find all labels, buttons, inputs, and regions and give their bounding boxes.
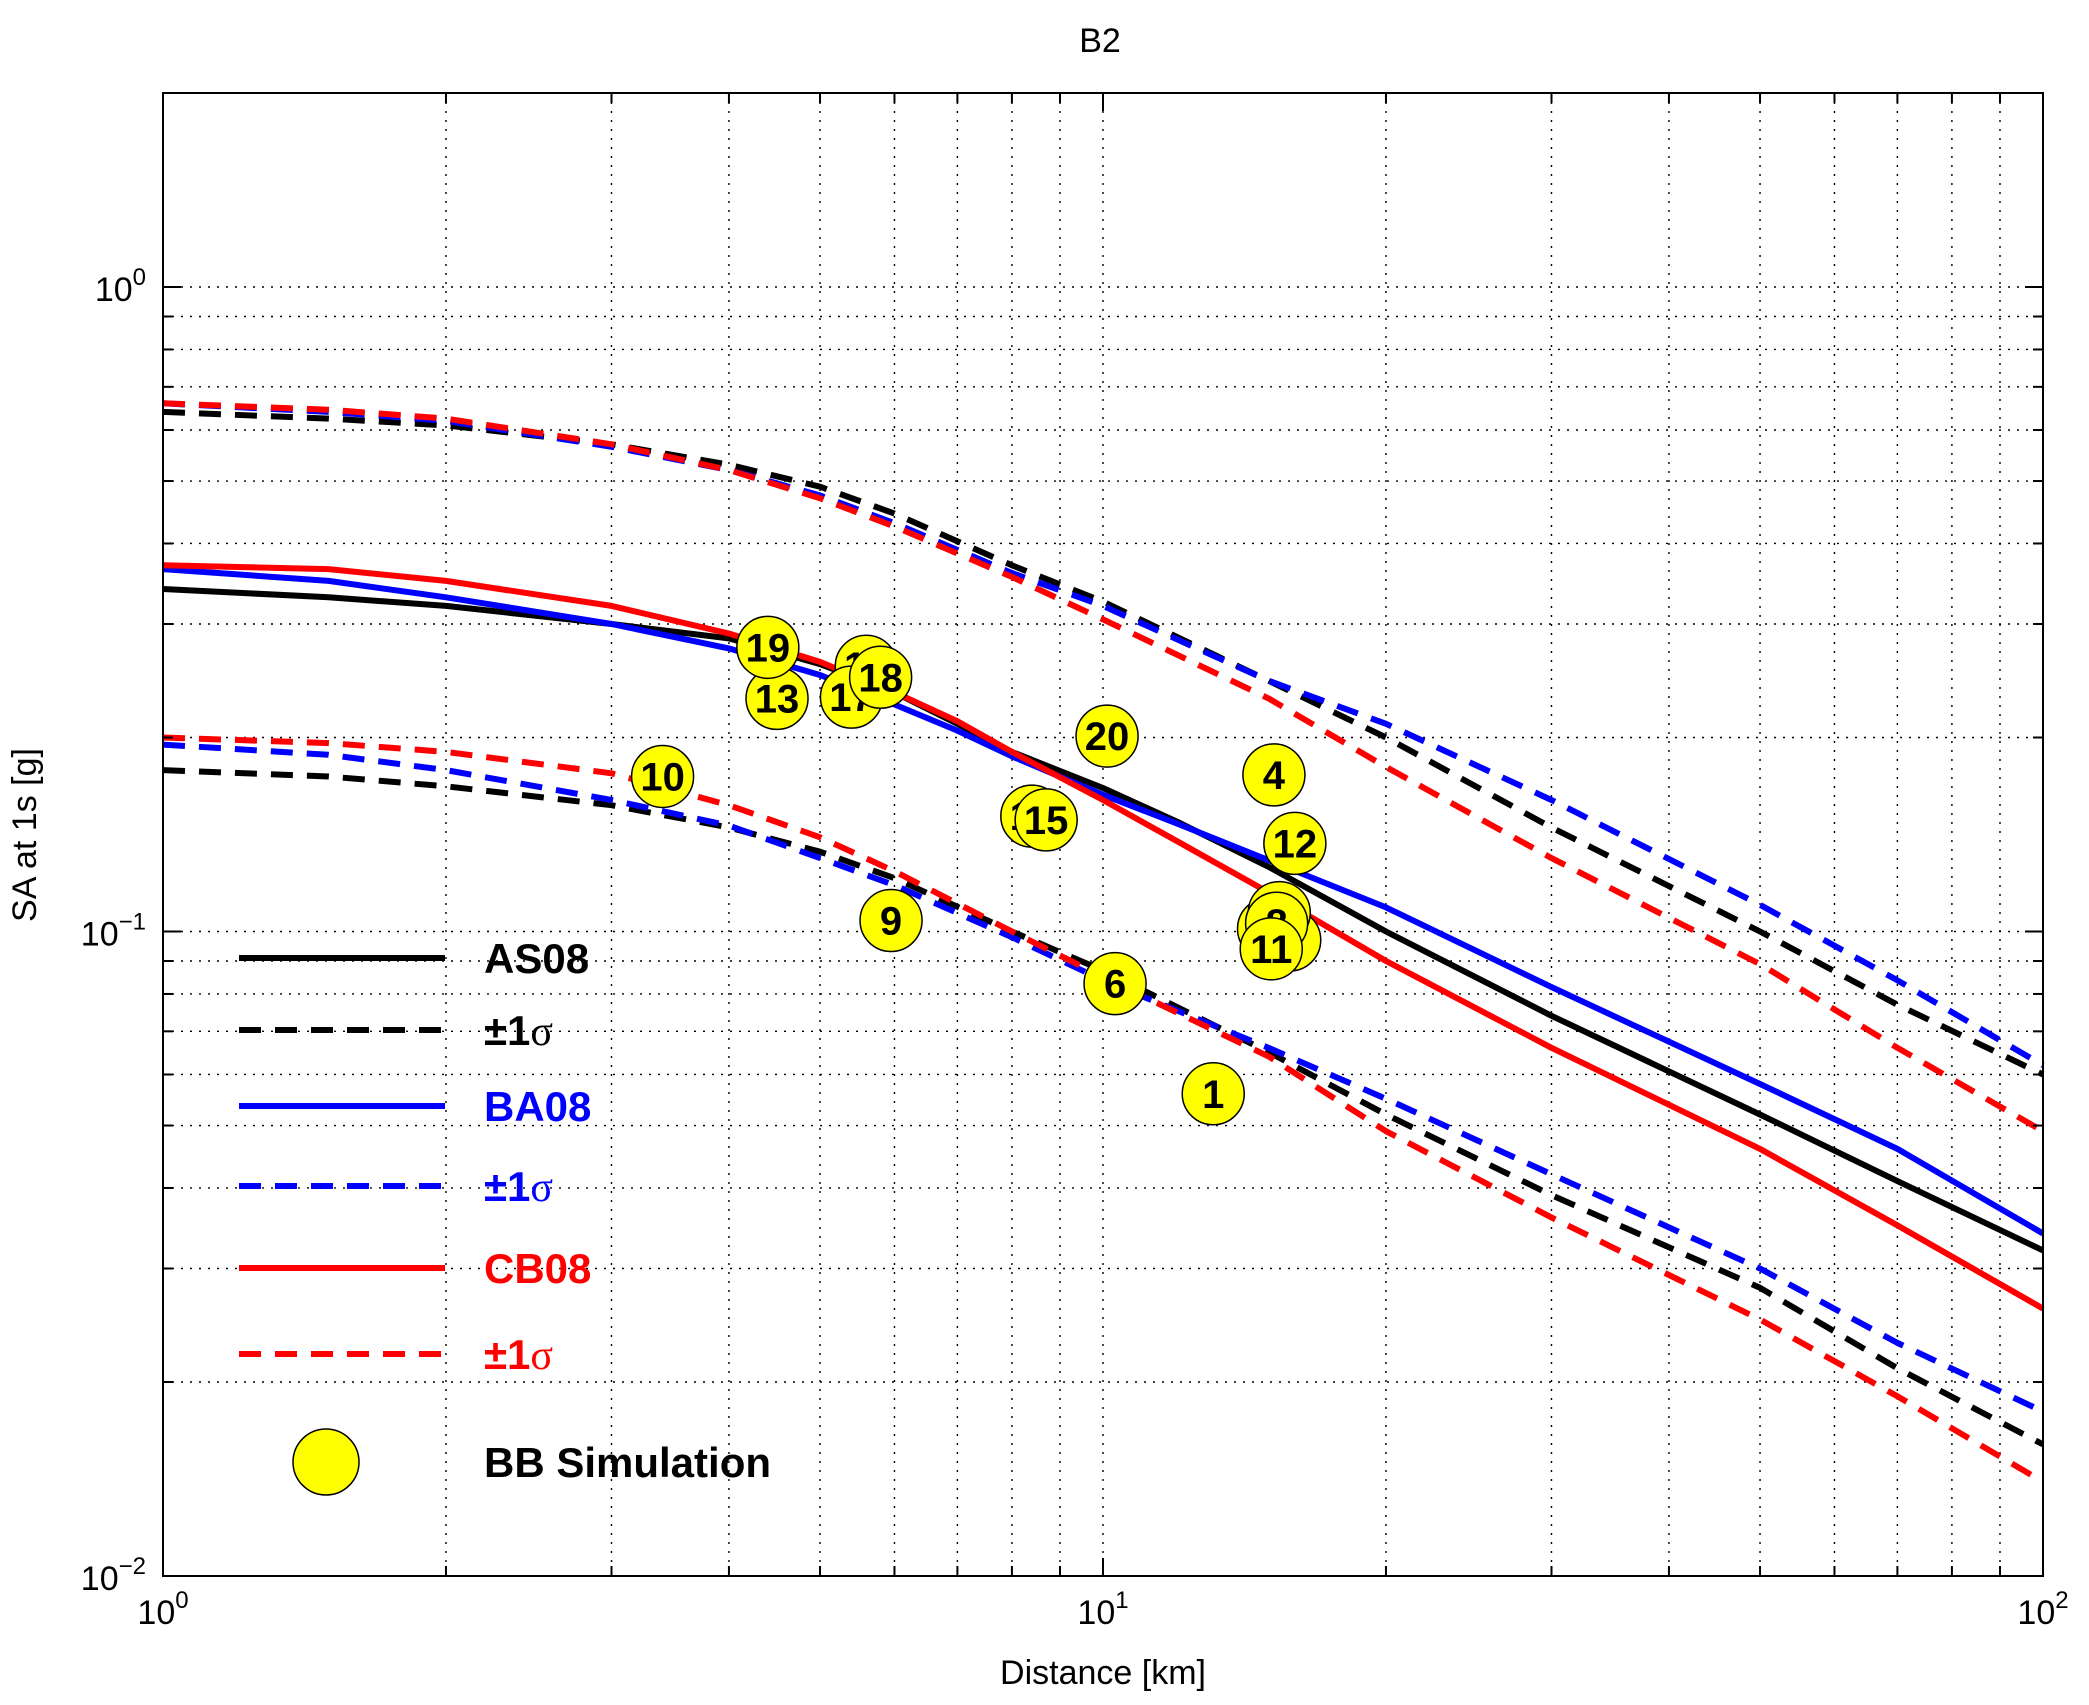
simulation-point-label: 10 bbox=[640, 755, 685, 799]
simulation-points: 1234567891011121314151617181920 bbox=[630, 615, 1327, 1126]
simulation-marker bbox=[1083, 951, 1147, 1016]
legend-item: BA08 bbox=[239, 1083, 591, 1130]
simulation-point: 10 bbox=[630, 744, 695, 809]
y-axis-label: SA at 1s [g] bbox=[6, 748, 44, 922]
series-line-BA08 bbox=[162, 566, 2045, 1237]
simulation-point-label: 6 bbox=[1104, 963, 1126, 1007]
simulation-marker bbox=[1239, 917, 1303, 981]
y-tick-label: 10−1 bbox=[81, 909, 146, 954]
simulation-point-label: 18 bbox=[858, 656, 903, 700]
simulation-marker bbox=[1181, 1062, 1245, 1126]
x-tick-label: 100 bbox=[137, 1587, 188, 1632]
simulation-point-label: 4 bbox=[1263, 754, 1286, 798]
simulation-point-label: 1 bbox=[1202, 1073, 1224, 1117]
simulation-point-label: 19 bbox=[746, 626, 791, 670]
legend-label: BA08 bbox=[484, 1083, 591, 1130]
simulation-point: 11 bbox=[1239, 917, 1303, 981]
simulation-point-label: 9 bbox=[880, 900, 902, 944]
simulation-point: 12 bbox=[1263, 811, 1327, 876]
legend-item: CB08 bbox=[239, 1245, 591, 1292]
series-line-1-sigma bbox=[162, 741, 2045, 1415]
simulation-point: 6 bbox=[1083, 951, 1147, 1016]
grid bbox=[163, 93, 2043, 1576]
simulation-point-label: 15 bbox=[1024, 799, 1069, 843]
x-tick-label: 102 bbox=[2017, 1587, 2068, 1632]
simulation-point: 13 bbox=[745, 666, 809, 731]
simulation-marker bbox=[848, 645, 913, 710]
simulation-point: 15 bbox=[1014, 788, 1078, 852]
series-lines bbox=[162, 400, 2045, 1485]
legend: AS08 ±1σ BA08 ±1σ CB08 ±1σ BB Simulation bbox=[239, 935, 771, 1496]
simulation-marker bbox=[1242, 743, 1306, 807]
legend-item: ±1σ bbox=[239, 1007, 553, 1055]
simulation-marker bbox=[859, 888, 923, 953]
y-tick-label: 100 bbox=[95, 264, 146, 309]
simulation-point: 1 bbox=[1181, 1062, 1245, 1126]
simulation-point: 20 bbox=[1075, 704, 1139, 768]
simulation-marker bbox=[736, 615, 800, 680]
simulation-marker bbox=[1014, 788, 1078, 852]
legend-label: ±1σ bbox=[484, 1163, 553, 1211]
simulation-point-label: 20 bbox=[1085, 715, 1130, 759]
legend-item: AS08 bbox=[239, 935, 589, 982]
y-tick-label: 10−2 bbox=[81, 1553, 146, 1598]
simulation-point: 18 bbox=[848, 645, 913, 710]
simulation-point-label: 11 bbox=[1250, 928, 1292, 972]
legend-label: ±1σ bbox=[484, 1007, 553, 1055]
legend-item: ±1σ bbox=[239, 1331, 553, 1379]
simulation-point: 19 bbox=[736, 615, 800, 680]
legend-label: BB Simulation bbox=[484, 1439, 771, 1486]
x-axis-label: Distance [km] bbox=[1000, 1654, 1206, 1692]
simulation-marker bbox=[1263, 811, 1327, 876]
legend-marker bbox=[292, 1428, 360, 1496]
simulation-marker bbox=[1075, 704, 1139, 768]
series-line-1-sigma bbox=[162, 734, 2045, 1485]
legend-label: AS08 bbox=[484, 935, 589, 982]
series-line-1-sigma bbox=[162, 400, 2045, 1134]
simulation-point: 4 bbox=[1242, 743, 1306, 807]
legend-label: ±1σ bbox=[484, 1331, 553, 1379]
simulation-point: 9 bbox=[859, 888, 923, 953]
simulation-point-label: 13 bbox=[755, 677, 800, 721]
x-tick-label: 101 bbox=[1077, 1587, 1128, 1632]
legend-label: CB08 bbox=[484, 1245, 591, 1292]
chart-title: B2 bbox=[1079, 22, 1121, 60]
simulation-marker bbox=[630, 744, 695, 809]
series-line-CB08 bbox=[162, 562, 2045, 1312]
legend-item: ±1σ bbox=[239, 1163, 553, 1211]
legend-item: BB Simulation bbox=[292, 1428, 771, 1496]
simulation-point-label: 12 bbox=[1273, 822, 1318, 866]
